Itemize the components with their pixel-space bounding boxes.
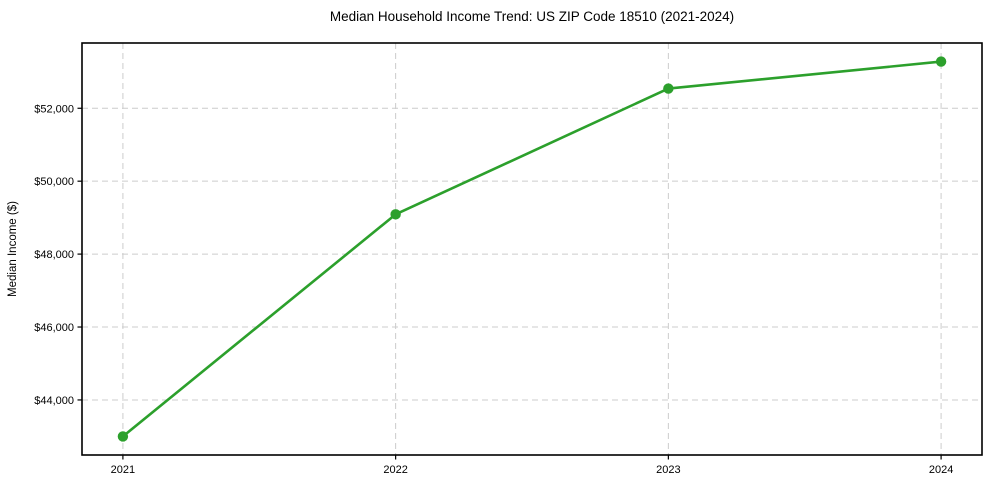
y-tick-label: $50,000 <box>34 176 74 188</box>
x-tick-label: 2021 <box>111 464 135 476</box>
y-tick-label: $52,000 <box>34 103 74 115</box>
x-tick-label: 2023 <box>656 464 680 476</box>
data-point-2024 <box>935 56 947 67</box>
chart-title: Median Household Income Trend: US ZIP Co… <box>330 9 734 24</box>
x-tick-label: 2022 <box>383 464 407 476</box>
data-point-2021 <box>117 431 129 442</box>
data-point-2022 <box>390 209 401 220</box>
data-point-2023 <box>663 83 674 94</box>
y-axis-title: Median Income ($) <box>7 201 19 297</box>
plot-frame <box>81 42 983 456</box>
series-layer <box>117 56 947 442</box>
axis-layer: $44,000 $46,000 $48,000 $50,000 $52,000 2021 2… <box>34 103 953 476</box>
income-trend-line <box>121 60 943 438</box>
plot-border <box>81 42 983 456</box>
grid-layer <box>82 43 982 455</box>
y-tick-label: $44,000 <box>34 395 74 407</box>
x-tick-label: 2024 <box>929 464 953 476</box>
y-tick-label: $48,000 <box>34 249 74 261</box>
y-tick-label: $46,000 <box>34 322 74 334</box>
